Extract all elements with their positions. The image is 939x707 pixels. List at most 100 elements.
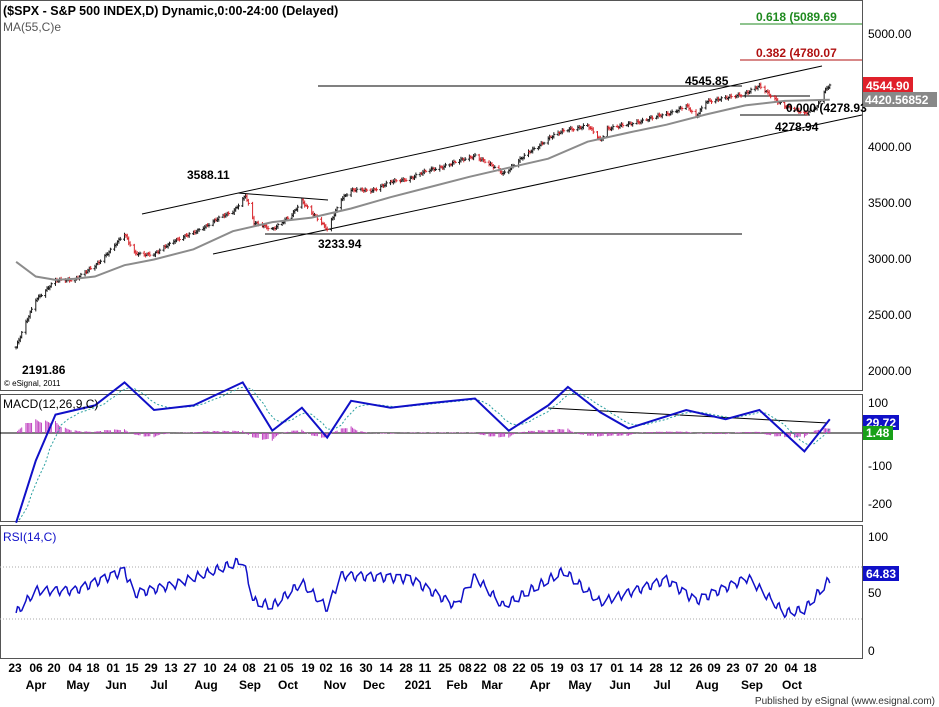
price-bar: [217, 215, 221, 222]
price-bar: [650, 115, 654, 121]
x-tick-day: 06: [29, 661, 43, 675]
price-bar: [197, 227, 201, 232]
price-bar: [49, 282, 53, 288]
x-tick-month: Feb: [446, 678, 467, 692]
x-tick-month: Apr: [530, 678, 551, 692]
x-tick-day: 09: [707, 661, 721, 675]
ma-value: 4420.56852: [865, 93, 929, 107]
ma-value-badge: [863, 92, 937, 107]
x-tick-month: Jun: [609, 678, 630, 692]
macd-trendline: [547, 407, 829, 424]
x-tick-month: May: [568, 678, 592, 692]
price-bar: [148, 251, 152, 257]
x-tick-day: 24: [223, 661, 237, 675]
x-tick-day: 23: [726, 661, 740, 675]
x-tick-day: 22: [473, 661, 487, 675]
macd-y-tick: -200: [868, 497, 892, 511]
low-annotation: 2191.86: [22, 363, 66, 377]
price-bar: [128, 241, 132, 247]
price-bar: [788, 104, 792, 111]
fib-000-label: 0.000 (4278.93: [786, 101, 867, 115]
ma-55-line: [15, 98, 830, 281]
x-tick-day: 23: [8, 661, 22, 675]
price-bar: [572, 128, 576, 132]
x-tick-month: Jul: [653, 678, 670, 692]
price-bar: [611, 124, 615, 131]
price-bar: [759, 82, 763, 90]
price-bars: [14, 82, 832, 350]
x-tick-month: Sep: [741, 678, 763, 692]
price-bar: [503, 170, 507, 175]
x-tick-month: Aug: [194, 678, 217, 692]
x-tick-day: 04: [784, 661, 798, 675]
x-tick-month: May: [66, 678, 90, 692]
footer-credit: Published by eSignal (www.esignal.com): [755, 696, 935, 707]
price-bar: [345, 193, 349, 198]
price-bar: [463, 157, 467, 162]
x-tick-day: 08: [458, 661, 472, 675]
x-tick-month: Mar: [481, 678, 503, 692]
x-tick-day: 07: [745, 661, 759, 675]
x-tick-day: 14: [629, 661, 643, 675]
price-bar: [99, 259, 103, 265]
trendlines: [141, 65, 863, 424]
last-price-badge: [863, 77, 913, 93]
price-bar: [414, 172, 418, 179]
price-bar: [404, 178, 408, 182]
price-panel-frame: [0, 0, 863, 391]
hist-value-badge: [863, 426, 893, 440]
price-bar: [89, 265, 93, 270]
rsi-line: [15, 557, 831, 619]
macd-signal-line: [15, 386, 831, 524]
price-bar: [660, 113, 664, 119]
price-bar: [729, 93, 733, 99]
hist-value: 1.48: [866, 426, 890, 440]
rsi-y-tick: 0: [868, 644, 875, 658]
x-tick-month: Jun: [105, 678, 126, 692]
price-bar: [522, 153, 526, 160]
rsi-label: RSI(14,C): [3, 530, 56, 544]
x-tick-day: 04: [68, 661, 82, 675]
price-bar: [246, 198, 250, 206]
x-tick-day: 17: [589, 661, 603, 675]
y-tick: 5000.00: [868, 27, 912, 41]
price-bar: [266, 225, 270, 231]
x-tick-day: 12: [669, 661, 683, 675]
macd-histogram: [16, 419, 831, 441]
price-bar: [591, 127, 595, 135]
price-bar: [168, 241, 172, 247]
x-tick-day: 25: [438, 661, 452, 675]
rsi-panel-frame: [0, 525, 863, 659]
low-oct21-annotation: 4278.94: [775, 120, 819, 134]
rsi-y-tick: 100: [868, 530, 888, 544]
x-tick-month: Jul: [150, 678, 167, 692]
x-tick-day: 28: [649, 661, 663, 675]
rsi-y-tick: 50: [868, 586, 882, 600]
macd-label: MACD(12,26,9,C): [3, 397, 98, 411]
price-bar: [532, 146, 536, 151]
high-sep21-annotation: 4545.85: [685, 74, 729, 88]
price-bar: [207, 222, 211, 228]
fib-618-label: 0.618 (5089.69: [756, 10, 837, 24]
price-bar: [483, 158, 487, 164]
price-bar: [552, 132, 556, 139]
price-bar: [355, 187, 359, 193]
x-tick-day: 20: [764, 661, 778, 675]
macd-y-tick: -100: [868, 459, 892, 473]
x-tick-day: 11: [419, 661, 432, 675]
x-tick-day: 20: [47, 661, 61, 675]
x-axis-days: 23 06 20 04 18 01 15 29 13 27 10 24 08 21 05 19 02 16 30 14…: [8, 661, 817, 675]
rsi-value-badge: [863, 566, 899, 581]
price-bar: [177, 236, 181, 242]
price-bar: [719, 96, 723, 102]
x-tick-month: Dec: [363, 678, 385, 692]
price-bar: [453, 160, 457, 164]
x-tick-day: 21: [263, 661, 277, 675]
price-bar: [394, 178, 398, 183]
x-tick-day: 15: [125, 661, 139, 675]
price-bar: [581, 123, 585, 130]
channel-upper-line: [141, 65, 823, 215]
x-tick-day: 30: [359, 661, 373, 675]
x-tick-day: 08: [242, 661, 256, 675]
x-tick-day: 26: [689, 661, 703, 675]
